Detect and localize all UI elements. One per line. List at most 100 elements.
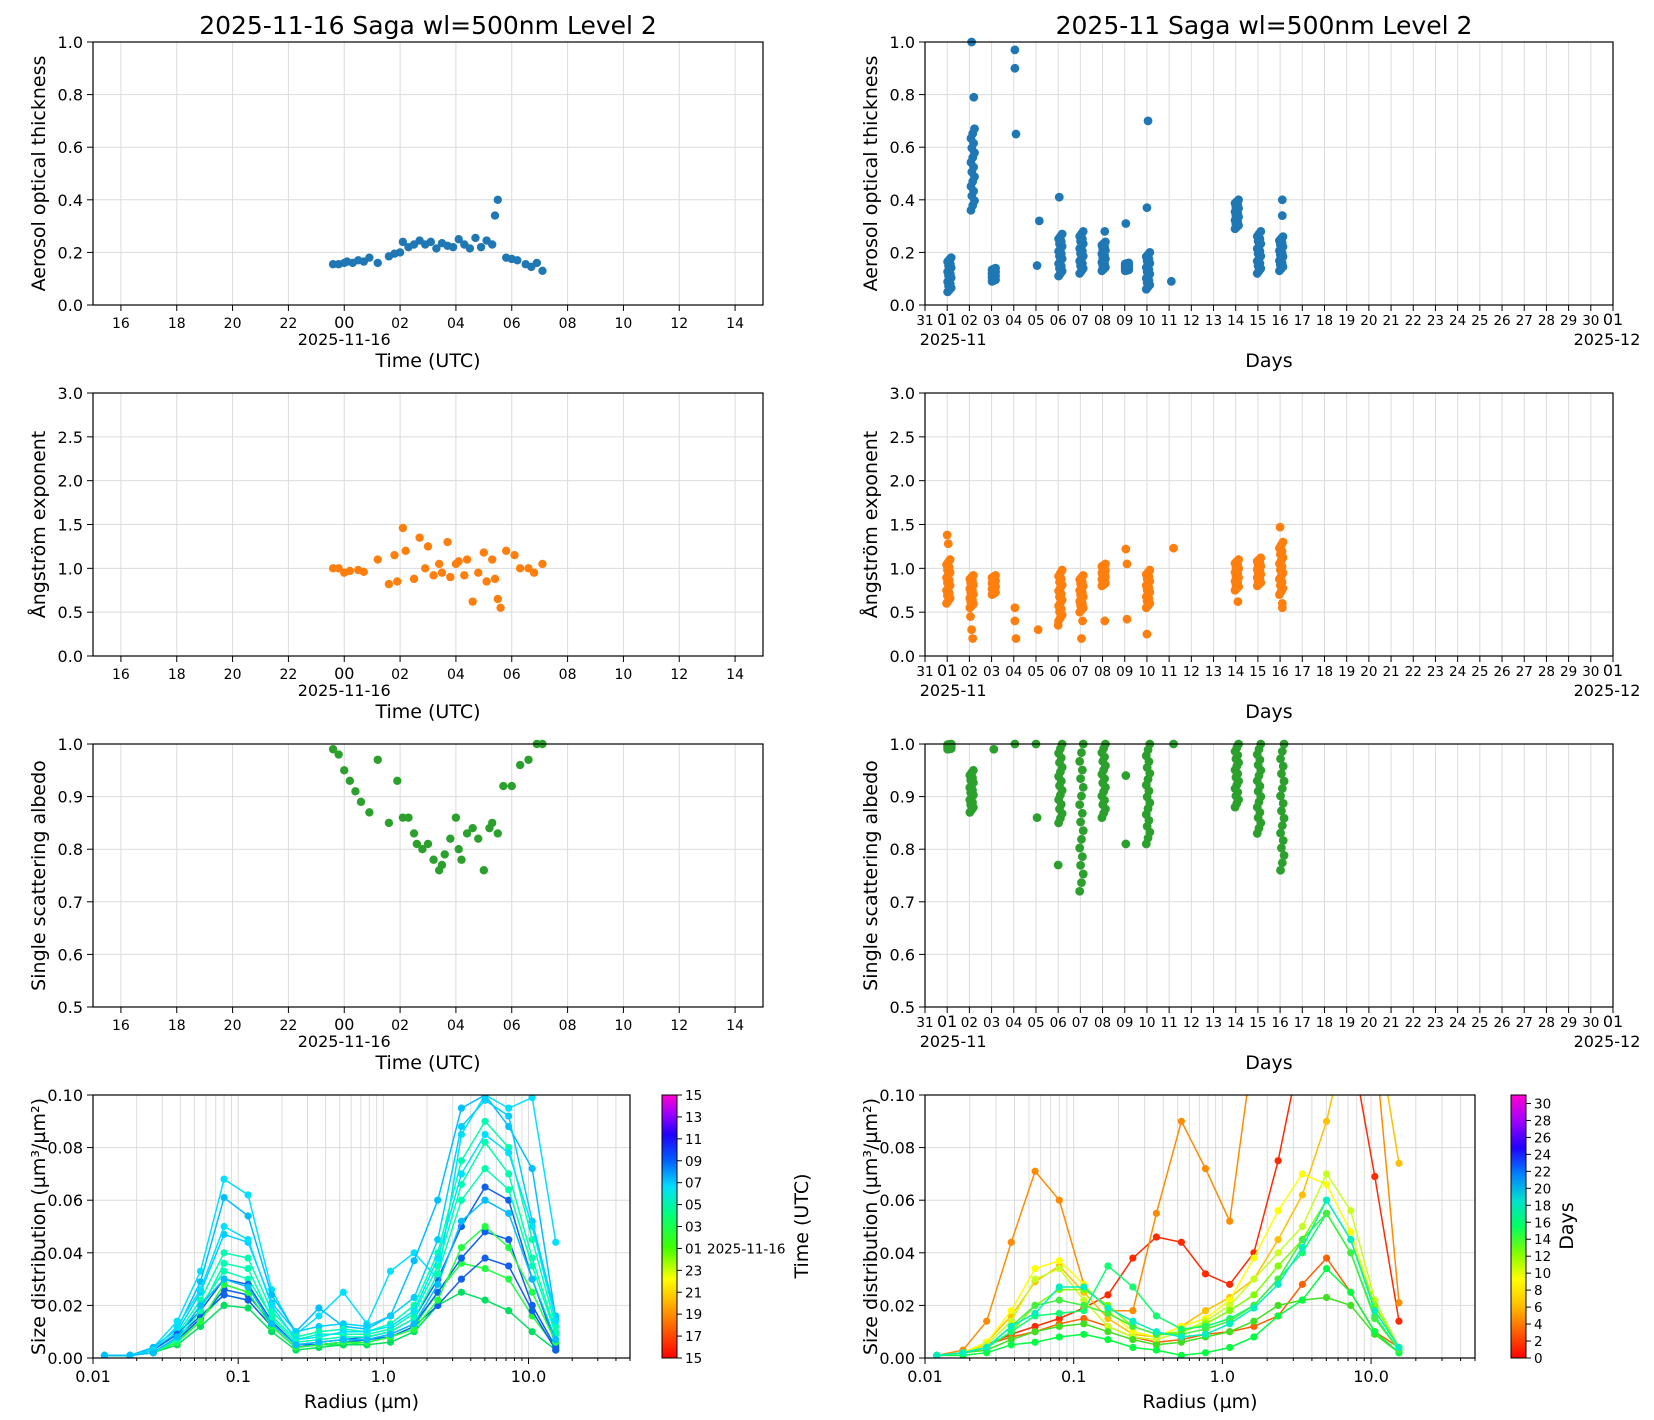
data-point	[507, 781, 516, 791]
daily-ssa-panel: 0.5 0.6 0.7 0.8 0.9 1.0 Single scattering albe…	[28, 735, 764, 1074]
series-point	[1298, 1236, 1306, 1244]
series-point	[457, 1288, 466, 1296]
data-point	[970, 124, 979, 134]
data-point	[1078, 616, 1087, 626]
data-point	[1121, 544, 1131, 554]
series-point	[1080, 1320, 1088, 1328]
data-point	[373, 755, 382, 764]
scatter-points	[943, 739, 1289, 896]
series-point	[1007, 1307, 1015, 1315]
data-point	[966, 612, 975, 621]
y-tick-label: 0.0	[58, 647, 83, 666]
data-point	[434, 559, 444, 569]
x-tick-label: 06	[1050, 313, 1067, 329]
series-point	[268, 1320, 276, 1328]
colorbar-tick-label: 05	[685, 1198, 702, 1214]
x-tick-label: 17	[1294, 313, 1311, 329]
data-point	[1277, 806, 1286, 816]
series-point	[1031, 1338, 1039, 1346]
data-point	[493, 195, 502, 204]
data-point	[1145, 248, 1155, 257]
series-point	[1031, 1328, 1039, 1336]
series-point	[1250, 1304, 1258, 1312]
series-point	[315, 1304, 323, 1312]
data-point	[1277, 769, 1286, 779]
data-point	[1278, 537, 1288, 547]
data-point	[1053, 620, 1063, 630]
series-point	[1080, 1283, 1088, 1291]
x-tick-label: 30	[1582, 1015, 1599, 1031]
data-point	[991, 263, 1000, 273]
x-tick-label: 12	[1183, 664, 1200, 680]
x-tick-label: 10	[1138, 313, 1155, 329]
y-tick-label: 3.0	[58, 384, 83, 403]
x-tick-label: 23	[1427, 1015, 1444, 1031]
data-point	[493, 829, 502, 838]
data-point	[398, 523, 408, 533]
series-point	[410, 1293, 418, 1302]
x-tick-label: 13	[1205, 664, 1222, 680]
x-tick-label: 18	[168, 1018, 186, 1034]
x-tick-label: 06	[1050, 664, 1067, 680]
y-tick-label: 1.0	[58, 33, 83, 52]
series-point	[1129, 1317, 1137, 1325]
data-point	[1256, 553, 1266, 563]
data-point	[1077, 748, 1086, 758]
title-left: 2025-11-16 Saga wl=500nm Level 2	[199, 11, 657, 40]
series-point	[1274, 1262, 1282, 1270]
series-point	[1055, 1314, 1063, 1323]
series-point	[149, 1349, 157, 1357]
series-point	[1055, 1264, 1063, 1273]
y-tick-label: 0.6	[58, 138, 83, 157]
series-point	[1274, 1301, 1282, 1309]
data-point	[529, 568, 539, 577]
data-point	[415, 533, 424, 542]
series-point	[315, 1312, 323, 1320]
series-point	[481, 1196, 489, 1204]
data-point	[1122, 559, 1132, 569]
data-point	[945, 555, 955, 564]
series-point	[505, 1243, 513, 1252]
series-point	[173, 1322, 181, 1331]
data-point	[1032, 813, 1042, 823]
series-point	[1226, 1280, 1234, 1288]
x-tick-label: 23	[1427, 313, 1444, 329]
x-axis-label: Time (UTC)	[374, 701, 480, 723]
data-point	[1142, 629, 1152, 639]
series-point	[1129, 1328, 1137, 1336]
x-tick-label: 21	[1382, 1015, 1399, 1031]
series-point	[363, 1328, 371, 1336]
y-tick-label: 0.0	[58, 296, 83, 315]
series-point	[1298, 1243, 1306, 1252]
series-point	[528, 1288, 536, 1296]
x-tick-label: 0.01	[75, 1367, 111, 1386]
data-point	[395, 248, 405, 257]
x-tick-label: 05	[1027, 1015, 1044, 1031]
series-point	[386, 1330, 395, 1338]
x-tick-label: 02	[961, 664, 978, 680]
data-point	[345, 776, 355, 786]
y-tick-label: 0.8	[890, 86, 915, 105]
series-point	[481, 1228, 489, 1236]
x-tick-label: 20	[1360, 664, 1377, 680]
series-point	[434, 1280, 442, 1288]
series-point	[1031, 1264, 1039, 1273]
x-tick-label: 06	[1050, 1015, 1067, 1031]
series-point	[1104, 1291, 1112, 1299]
series-point	[1250, 1291, 1258, 1299]
data-point	[1279, 776, 1289, 786]
scatter-points	[942, 522, 1288, 643]
series-point	[292, 1341, 300, 1349]
series-point	[552, 1238, 560, 1246]
series-line	[104, 1199, 557, 1357]
y-tick-label: 0.00	[879, 1349, 915, 1368]
data-point	[1169, 543, 1178, 553]
x-tick-label: 00	[334, 664, 354, 683]
series-point	[1152, 1335, 1161, 1344]
y-axis-label: Single scattering albedo	[28, 760, 50, 991]
x-start-label: 2025-11	[920, 681, 987, 700]
series-point	[1347, 1288, 1355, 1296]
series-point	[481, 1254, 489, 1262]
y-tick-label: 0.6	[890, 945, 915, 964]
data-point	[471, 233, 480, 243]
